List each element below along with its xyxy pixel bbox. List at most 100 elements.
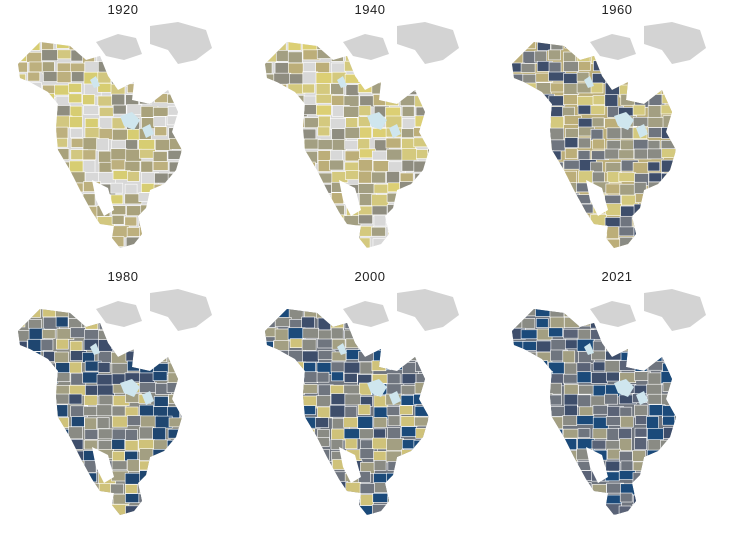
region <box>358 351 376 362</box>
region <box>68 384 86 396</box>
region <box>55 137 68 148</box>
region <box>83 216 98 227</box>
region <box>618 505 632 515</box>
region <box>166 73 181 85</box>
region <box>139 448 154 461</box>
region <box>55 148 70 160</box>
region <box>27 516 39 526</box>
region <box>535 150 554 163</box>
region <box>41 395 59 409</box>
region <box>520 459 537 472</box>
region <box>40 193 58 205</box>
region <box>181 339 182 353</box>
region <box>536 128 552 138</box>
region <box>414 329 429 343</box>
region <box>676 250 690 260</box>
region <box>618 226 635 237</box>
region <box>28 118 45 130</box>
region <box>289 437 303 451</box>
region <box>550 206 563 218</box>
region <box>42 471 60 483</box>
region <box>289 95 305 108</box>
region <box>551 517 565 528</box>
region <box>522 472 541 484</box>
region <box>549 194 566 208</box>
region <box>57 237 72 248</box>
region <box>401 373 417 385</box>
region <box>152 371 168 381</box>
region <box>428 415 429 425</box>
region <box>647 360 665 371</box>
region <box>28 61 43 73</box>
region <box>548 382 562 395</box>
region <box>373 250 388 260</box>
region <box>71 71 85 83</box>
region <box>275 438 291 448</box>
region <box>317 205 333 217</box>
region <box>357 415 374 429</box>
region <box>97 238 111 248</box>
region <box>675 439 676 453</box>
region <box>126 205 142 217</box>
region <box>358 62 373 72</box>
region <box>563 73 578 85</box>
region <box>167 93 182 104</box>
region <box>316 250 333 261</box>
region <box>265 383 275 394</box>
region <box>302 128 317 140</box>
region <box>41 481 55 491</box>
region <box>83 105 99 115</box>
region <box>414 250 427 259</box>
region <box>675 394 676 407</box>
region <box>331 128 346 141</box>
region <box>111 215 125 225</box>
region <box>521 183 535 194</box>
region <box>18 117 30 130</box>
region <box>28 405 42 415</box>
region <box>358 514 372 515</box>
region <box>69 116 83 128</box>
region <box>633 516 649 525</box>
region <box>70 216 84 227</box>
region <box>276 492 289 503</box>
region <box>563 61 579 72</box>
region <box>275 192 288 203</box>
region <box>329 159 344 171</box>
region <box>112 104 127 115</box>
region <box>83 460 97 473</box>
region <box>385 450 403 463</box>
region <box>549 309 565 319</box>
region <box>577 150 591 161</box>
region <box>604 61 623 72</box>
region <box>512 159 522 170</box>
region <box>413 481 426 494</box>
region <box>677 352 694 361</box>
region <box>512 95 525 108</box>
region <box>401 128 415 138</box>
region <box>674 415 676 427</box>
region <box>648 62 667 75</box>
region <box>373 329 388 342</box>
region <box>619 236 634 248</box>
region <box>565 128 579 139</box>
region <box>28 450 45 462</box>
region <box>18 461 31 473</box>
region <box>28 459 46 473</box>
region <box>523 42 536 50</box>
region <box>110 236 125 247</box>
region <box>18 481 32 491</box>
region <box>265 484 275 495</box>
region <box>68 83 82 93</box>
region <box>55 249 69 258</box>
region <box>413 393 427 405</box>
region <box>674 328 676 340</box>
region <box>521 483 538 496</box>
region <box>577 95 594 107</box>
region <box>534 50 548 63</box>
region <box>126 459 140 473</box>
region <box>265 227 279 240</box>
region <box>590 104 606 115</box>
region <box>343 247 361 248</box>
region <box>69 514 85 515</box>
region <box>576 415 595 425</box>
